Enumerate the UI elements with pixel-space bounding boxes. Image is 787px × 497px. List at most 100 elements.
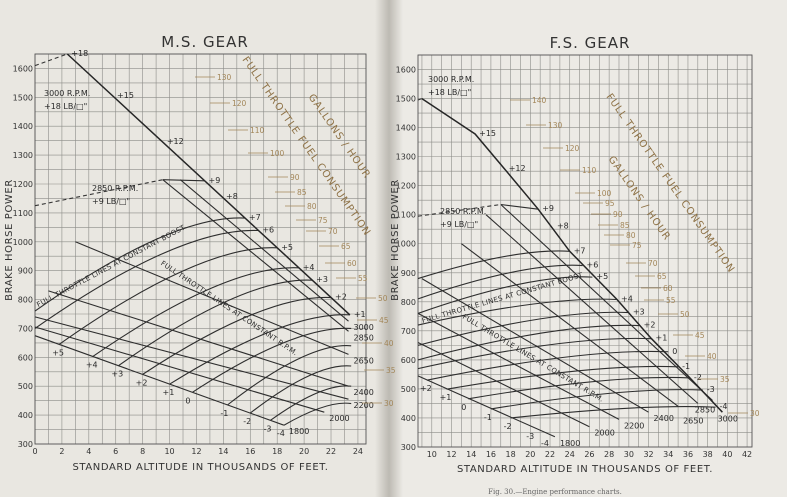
x-axis-label: STANDARD ALTITUDE IN THOUSANDS OF FEET. [72,462,328,473]
y-tick-label: 300 [401,443,416,452]
climb-rating-line [34,179,163,207]
constant-boost-line [417,276,593,314]
boost-label: +3 [316,275,328,284]
y-tick-label: 1300 [396,153,416,162]
fuel-scale-value: 110 [582,166,597,175]
boost-label: +7 [574,246,586,255]
x-tick-label: 12 [191,447,201,456]
fuel-scale-value: 30 [384,399,394,408]
fuel-scale-value: 70 [648,259,658,268]
fuel-scale-value: 80 [307,202,317,211]
x-tick-label: 6 [113,447,118,456]
x-tick-label: 20 [299,447,309,456]
x-tick-label: 22 [545,450,555,459]
climb-rating-line-solid [162,179,205,182]
fuel-scale-value: 95 [605,199,615,208]
y-tick-label: 1000 [13,238,33,247]
y-tick-label: 1200 [13,180,33,189]
climb-rating-label: 2850 R.P.M. [92,184,138,193]
x-tick-label: 16 [486,450,496,459]
constant-boost-line [426,350,669,381]
y-tick-label: 800 [401,298,416,307]
x-tick-label: 24 [353,447,363,456]
x-tick-label: 10 [427,450,437,459]
y-tick-label: 1400 [13,122,33,131]
boost-label: +5 [596,272,608,281]
boost-label-low: 0 [185,396,190,405]
x-tick-label: 8 [140,447,145,456]
boost-label: +18 [71,49,88,58]
boost-label: +1 [354,310,366,319]
y-axis-label: BRAKE HORSE POWER [390,179,401,301]
x-tick-label: 18 [506,450,516,459]
constant-boost-line [169,314,350,385]
x-tick-label: 4 [86,447,91,456]
constant-rpm-line [34,316,349,400]
rpm-label: 2200 [624,421,644,430]
x-tick-label: 28 [604,450,614,459]
fuel-scale-value: 130 [217,73,232,82]
x-tick-label: 32 [643,450,653,459]
rpm-label: 2000 [329,414,349,423]
boost-label: -3 [707,385,715,394]
boost-label-low: 0 [461,403,466,412]
boost-label: -4 [720,402,728,411]
fuel-scale-value: 120 [232,99,247,108]
x-tick-label: 18 [272,447,282,456]
x-tick-label: 14 [466,450,476,459]
rpm-label: 2400 [654,414,674,423]
constant-boost-line [417,311,629,346]
constant-boost-line [270,385,352,421]
fuel-scale-value: 50 [680,310,690,319]
y-tick-label: 1500 [13,93,33,102]
constant-rpm-line [461,243,679,407]
boost-label: +7 [249,213,261,222]
x-tick-label: 0 [32,447,37,456]
rpm-label: 2850 [695,405,715,414]
fuel-scale-value: 100 [270,149,285,158]
x-tick-label: 42 [742,450,752,459]
x-tick-label: 22 [326,447,336,456]
x-tick-label: 26 [584,450,594,459]
fuel-scale-value: 65 [657,272,667,281]
boost-label-low: -1 [484,413,492,422]
fuel-scale-value: 35 [386,366,396,375]
x-tick-label: 38 [703,450,713,459]
constant-boost-line [417,250,570,280]
x-tick-label: 30 [624,450,634,459]
rpm-label: 3000 [354,323,374,332]
boost-label: -1 [682,362,690,371]
rpm-label: 2650 [354,356,374,365]
fuel-scale-value: 80 [626,231,636,240]
y-tick-label: 600 [18,353,33,362]
rpm-label: 2650 [683,416,703,425]
boost-label: +8 [557,221,569,230]
y-tick-label: 1600 [13,64,33,73]
boost-label-low: -1 [220,409,228,418]
boost-label-low: +4 [86,360,98,369]
rpm-label: 1800 [289,427,309,436]
full-throttle-line [66,53,351,316]
constant-boost-line [227,345,352,406]
rpm-label: 2850 [354,333,374,342]
takeoff-rating-line [417,98,423,101]
rpm-label: 2000 [594,429,614,438]
boost-label-low: +3 [111,370,123,379]
rpm-label: 3000 [718,415,738,424]
constant-rpm-line [34,326,325,413]
y-tick-label: 900 [401,269,416,278]
boost-label: +15 [479,129,496,138]
constant-boost-line [417,324,640,361]
boost-label: +15 [117,91,134,100]
y-tick-label: 1000 [396,240,416,249]
fuel-scale-value: 75 [318,216,328,225]
y-tick-label: 1300 [13,151,33,160]
boost-label: +1 [656,334,668,343]
y-tick-label: 1500 [396,95,416,104]
boost-label: +4 [303,263,315,272]
boost-label: +4 [621,294,633,303]
boost-label: +9 [209,176,221,185]
constant-boost-line [283,402,352,426]
